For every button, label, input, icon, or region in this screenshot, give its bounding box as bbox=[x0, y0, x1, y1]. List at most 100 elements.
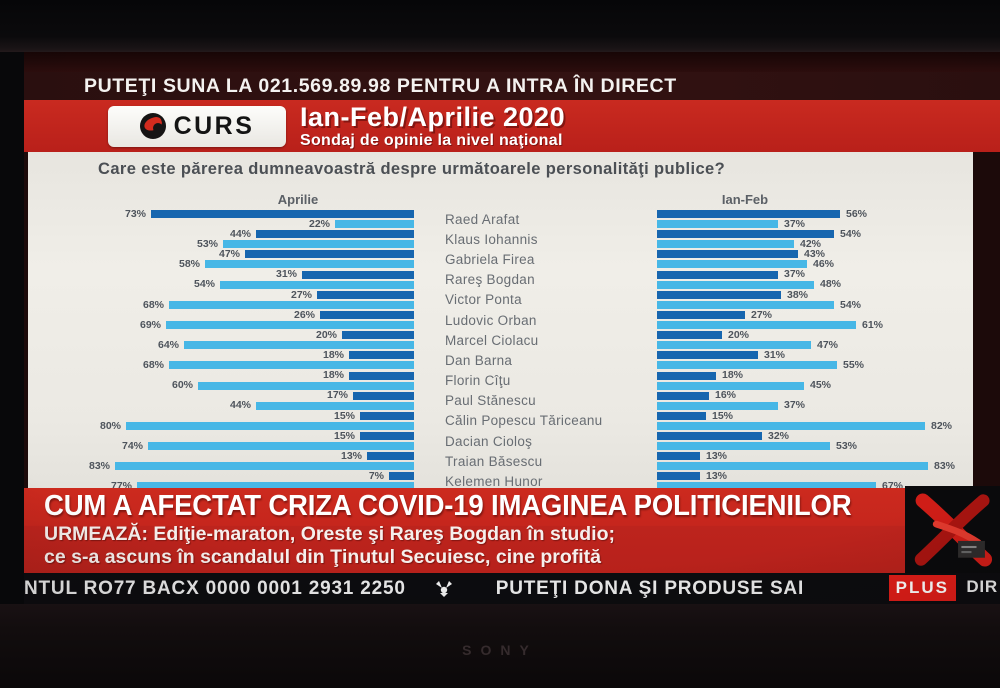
aprilie-bar-pair: 13% 83% bbox=[34, 451, 414, 471]
plus-badge: PLUS bbox=[888, 575, 956, 601]
ianfeb-bar-pair: 37% 48% bbox=[657, 269, 969, 290]
aprilie-light-row: 44% bbox=[34, 400, 414, 411]
aprilie-dark-bar bbox=[360, 432, 414, 441]
ianfeb-dark-value: 13% bbox=[706, 450, 728, 462]
poll-panel: Care este părerea dumneavoastră despre u… bbox=[28, 152, 973, 491]
tv-bezel-top bbox=[0, 0, 1000, 52]
ianfeb-dark-bar bbox=[657, 331, 722, 340]
person-name: Dacian Cioloş bbox=[445, 433, 533, 449]
chart-names: Raed Arafat Klaus Iohannis Gabriela Firea R… bbox=[445, 209, 650, 492]
aprilie-dark-value: 73% bbox=[124, 207, 146, 220]
poll-question: Care este părerea dumneavoastră despre u… bbox=[98, 160, 726, 178]
ianfeb-bar-pair: 43% 46% bbox=[657, 249, 969, 269]
ianfeb-dark-value: 20% bbox=[728, 328, 750, 341]
ticker-account-text: NTUL RO77 BACX 0000 0001 2931 2250 bbox=[24, 577, 406, 599]
aprilie-bar-pair: 20% 64% bbox=[34, 330, 414, 350]
aprilie-light-value: 60% bbox=[171, 379, 193, 392]
ianfeb-bar-pair: 56% 37% bbox=[657, 209, 969, 229]
aprilie-dark-value: 7% bbox=[368, 470, 384, 483]
ianfeb-light-row: 54% bbox=[657, 299, 969, 310]
ianfeb-bar-pair: 27% 61% bbox=[657, 310, 969, 330]
ianfeb-light-bar bbox=[657, 260, 807, 269]
ianfeb-bar-pair: 16% 37% bbox=[657, 389, 969, 411]
header-band: CURS Ian-Feb/Aprilie 2020 Sondaj de opin… bbox=[24, 100, 1000, 152]
aprilie-dark-bar bbox=[353, 391, 414, 400]
ianfeb-light-bar bbox=[657, 381, 804, 390]
aprilie-light-value: 80% bbox=[99, 419, 121, 432]
ianfeb-light-row: 61% bbox=[657, 320, 969, 330]
ianfeb-light-value: 45% bbox=[810, 379, 832, 392]
aprilie-dark-value: 44% bbox=[229, 227, 251, 240]
tv-brand-logo: SONY bbox=[462, 642, 538, 658]
aprilie-dark-bar bbox=[256, 230, 414, 239]
ianfeb-bar-pair: 32% 53% bbox=[657, 431, 969, 451]
ianfeb-bar-pair: 13% 83% bbox=[657, 451, 969, 471]
person-name: Paul Stănescu bbox=[445, 393, 536, 409]
breaking-next-line2: ce s-a ascuns în scandalul din Ţinutul S… bbox=[44, 546, 601, 568]
aprilie-light-row: 22% bbox=[34, 219, 414, 229]
person-name: Raed Arafat bbox=[445, 211, 520, 227]
aprilie-dark-value: 47% bbox=[218, 248, 240, 261]
ianfeb-light-bar bbox=[657, 300, 834, 309]
aprilie-light-row: 68% bbox=[34, 299, 414, 310]
ianfeb-light-row: 37% bbox=[657, 400, 969, 411]
person-name: Traian Băsescu bbox=[445, 453, 543, 469]
aprilie-bar-pair: 17% 44% bbox=[34, 390, 414, 411]
column-header-aprilie: Aprilie bbox=[277, 192, 319, 207]
aprilie-light-bar bbox=[126, 421, 414, 430]
aprilie-bar-pair: 15% 80% bbox=[34, 411, 414, 431]
aprilie-light-row: 58% bbox=[34, 259, 414, 269]
tv-screen: PUTEŢI SUNA LA 021.569.89.98 PENTRU A IN… bbox=[24, 52, 1000, 604]
news-ticker: NTUL RO77 BACX 0000 0001 2931 2250 PUTEŢ… bbox=[24, 573, 1000, 604]
aprilie-dark-bar bbox=[151, 210, 414, 218]
aprilie-dark-row: 47% bbox=[34, 249, 414, 259]
aprilie-light-value: 53% bbox=[196, 237, 218, 250]
ianfeb-dark-row: 37% bbox=[657, 269, 969, 280]
aprilie-light-row: 68% bbox=[34, 360, 414, 370]
aprilie-dark-value: 27% bbox=[290, 288, 312, 301]
ianfeb-bar-pair: 31% 55% bbox=[657, 350, 969, 370]
survey-titles: Ian-Feb/Aprilie 2020 Sondaj de opinie la… bbox=[300, 103, 565, 149]
ianfeb-light-row: 53% bbox=[657, 441, 969, 451]
aprilie-dark-bar bbox=[389, 472, 414, 481]
aprilie-light-value: 54% bbox=[193, 278, 215, 291]
ianfeb-dark-row: 15% bbox=[657, 411, 969, 421]
ianfeb-dark-bar bbox=[657, 391, 709, 400]
ianfeb-dark-row: 13% bbox=[657, 471, 969, 481]
ianfeb-light-bar bbox=[657, 320, 856, 329]
ianfeb-light-bar bbox=[657, 401, 778, 410]
aprilie-dark-value: 20% bbox=[315, 328, 337, 341]
aprilie-light-value: 58% bbox=[178, 258, 200, 271]
aprilie-light-row: 64% bbox=[34, 340, 414, 350]
aprilie-light-value: 64% bbox=[157, 338, 179, 351]
ianfeb-dark-row: 31% bbox=[657, 350, 969, 360]
ianfeb-bar-pair: 38% 54% bbox=[657, 289, 969, 310]
person-name: Florin Cîţu bbox=[445, 373, 511, 389]
person-name: Marcel Ciolacu bbox=[445, 332, 539, 348]
curs-logo: CURS bbox=[108, 105, 286, 147]
aprilie-dark-value: 18% bbox=[322, 349, 344, 362]
aprilie-dark-value: 15% bbox=[333, 409, 355, 422]
aprilie-dark-row: 7% bbox=[34, 471, 414, 481]
aprilie-dark-row: 44% bbox=[34, 229, 414, 239]
ianfeb-light-bar bbox=[657, 220, 778, 228]
ianfeb-light-row: 37% bbox=[657, 219, 969, 229]
aprilie-bar-pair: 27% 68% bbox=[34, 288, 414, 310]
ianfeb-dark-bar bbox=[657, 310, 745, 319]
aprilie-dark-row: 15% bbox=[34, 411, 414, 421]
aprilie-bar-pair: 18% 60% bbox=[34, 370, 414, 392]
aprilie-dark-row: 73% bbox=[34, 209, 414, 219]
aprilie-dark-bar bbox=[245, 250, 414, 259]
ianfeb-light-row: 82% bbox=[657, 421, 969, 431]
aprilie-dark-row: 31% bbox=[34, 269, 414, 280]
ianfeb-dark-row: 56% bbox=[657, 209, 969, 219]
aprilie-light-row: 60% bbox=[34, 379, 414, 392]
aprilie-bar-pair: 15% 74% bbox=[34, 431, 414, 451]
channel-device-shape bbox=[957, 540, 985, 558]
ianfeb-light-row: 46% bbox=[657, 259, 969, 269]
ianfeb-light-bar bbox=[657, 280, 814, 289]
aprilie-dark-bar bbox=[360, 411, 414, 420]
ianfeb-dark-value: 16% bbox=[715, 389, 737, 402]
tv-bezel-bottom: SONY bbox=[0, 604, 1000, 688]
ianfeb-dark-row: 32% bbox=[657, 431, 969, 441]
